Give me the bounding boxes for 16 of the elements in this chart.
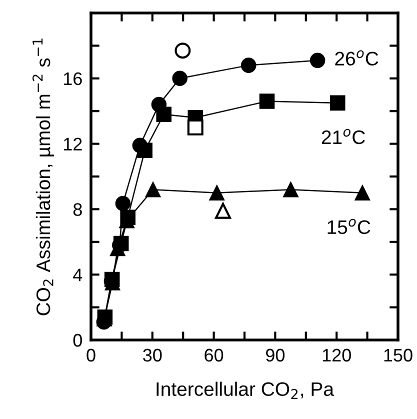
y-tick-label: 12 [64,138,82,150]
y-tick-label: 4 [73,268,82,282]
series-label: 15$^{o}$C [328,218,370,234]
x-tick-label: 90 [266,348,285,362]
legend-label: 26$^{o}$C [335,50,378,66]
x-tick-label: 60 [204,348,224,362]
x-tick-label: 30 [143,348,162,362]
x-tick-label: 0 [86,348,96,362]
y-tick-label: 8 [73,203,82,216]
y-tick-label: 16 [64,72,82,86]
legend-label: 21$^{o}$C [322,128,365,144]
x-tick-label: 150 [384,348,412,362]
y-tick-label: 0 [73,334,82,347]
x-tick-label: 120 [322,348,351,362]
y-axis-title: CO$_{2}$ Assimilation, µmol m$^{−2}$ s$^{−1}$ [32,38,54,316]
x-axis-title: Intercellular CO$_{2}$, Pa [156,382,334,400]
